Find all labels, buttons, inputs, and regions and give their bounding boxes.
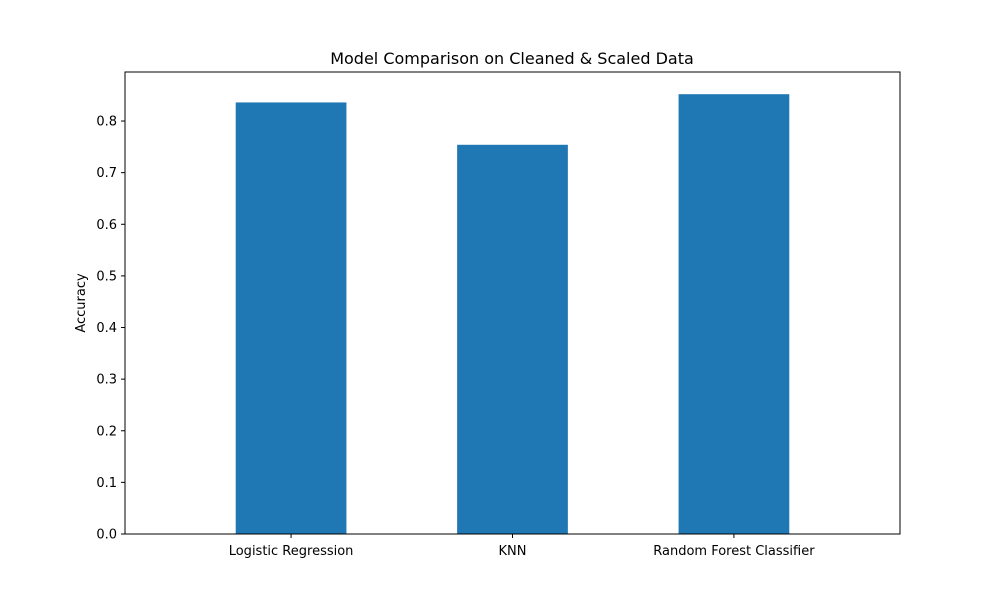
y-tick-label: 0.1: [96, 476, 117, 491]
y-tick-label: 0.4: [96, 321, 117, 336]
x-tick-label: Random Forest Classifier: [653, 544, 815, 559]
chart-title: Model Comparison on Cleaned & Scaled Dat…: [330, 49, 694, 68]
bars-group: [235, 94, 790, 534]
y-tick-label: 0.3: [96, 373, 117, 388]
y-tick-label: 0.5: [96, 269, 117, 284]
y-tick-label: 0.6: [96, 218, 117, 233]
x-axis-ticks: Logistic Regression KNN Random Forest Clas…: [229, 534, 815, 559]
y-tick-label: 0.0: [96, 528, 117, 543]
plot-frame: [124, 71, 901, 535]
y-tick-label: 0.8: [96, 115, 117, 130]
bar-knn: [457, 144, 568, 534]
bar-random-forest-classifier: [678, 94, 790, 534]
y-axis-label: Accuracy: [74, 273, 89, 333]
y-axis-ticks: 0.0 0.1 0.2 0.3 0.4 0.5 0.6 0.7 0.8: [96, 115, 125, 543]
x-tick-label: Logistic Regression: [229, 544, 354, 559]
bar-logistic-regression: [235, 102, 347, 534]
y-tick-label: 0.2: [96, 424, 117, 439]
y-tick-label: 0.7: [96, 166, 117, 181]
x-tick-label: KNN: [499, 544, 527, 559]
